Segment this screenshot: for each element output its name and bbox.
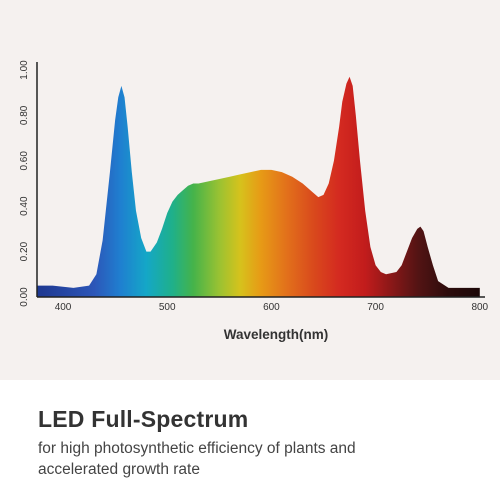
y-tick-label: 1.00: [19, 60, 30, 80]
x-tick-labels: 400 500 600 700 800: [55, 302, 489, 313]
caption-subtitle: for high photosynthetic efficiency of pl…: [38, 440, 356, 478]
x-tick-label: 700: [367, 302, 384, 313]
y-tick-label: 0.80: [19, 105, 30, 125]
caption-title: LED Full-Spectrum: [38, 406, 249, 432]
spectrum-chart: 0.00 0.20 0.40 0.60 0.80 1.00 400 500 600 700 800…: [19, 60, 489, 342]
x-tick-label: 400: [55, 302, 72, 313]
x-tick-label: 500: [159, 302, 176, 313]
y-tick-label: 0.00: [19, 287, 30, 307]
y-tick-label: 0.60: [19, 151, 30, 171]
x-tick-label: 600: [263, 302, 280, 313]
x-tick-label: 800: [471, 302, 488, 313]
plot-area: [37, 76, 480, 297]
x-axis-title: Wavelength(nm): [224, 327, 329, 342]
spectrum-area: [37, 76, 480, 297]
y-tick-label: 0.20: [19, 241, 30, 261]
caption: LED Full-Spectrum for high photosyntheti…: [38, 404, 478, 480]
y-tick-labels: 0.00 0.20 0.40 0.60 0.80 1.00: [19, 60, 30, 307]
chart-panel: 0.00 0.20 0.40 0.60 0.80 1.00 400 500 600 700 800…: [0, 0, 500, 380]
y-tick-label: 0.40: [19, 196, 30, 216]
